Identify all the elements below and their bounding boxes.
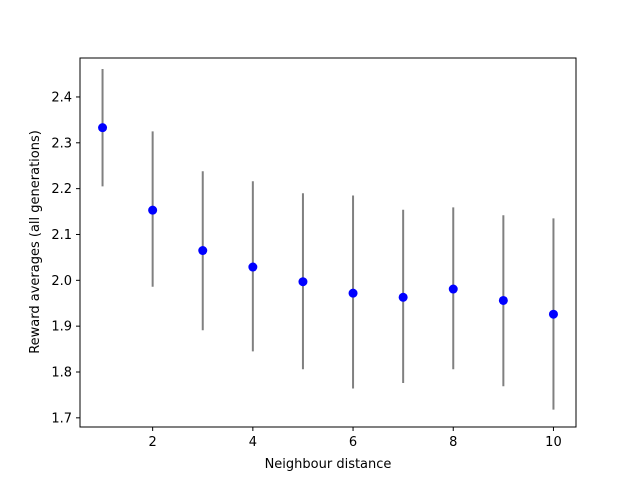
data-point bbox=[298, 277, 308, 287]
plot-frame bbox=[79, 57, 577, 428]
data-point bbox=[198, 246, 208, 256]
x-tick-label: 2 bbox=[149, 435, 157, 450]
y-tick-label: 2.0 bbox=[51, 274, 72, 289]
y-tick-label: 2.2 bbox=[51, 182, 72, 197]
y-tick-label: 2.3 bbox=[51, 136, 72, 151]
data-point bbox=[548, 309, 558, 319]
x-tick-label: 4 bbox=[249, 435, 257, 450]
data-point bbox=[148, 205, 158, 215]
y-tick-label: 1.7 bbox=[51, 411, 72, 426]
x-tick-label: 10 bbox=[545, 435, 562, 450]
y-tick-label: 1.9 bbox=[51, 320, 72, 335]
data-point bbox=[498, 295, 508, 305]
y-tick-label: 2.1 bbox=[51, 228, 72, 243]
y-axis-label: Reward averages (all generations) bbox=[28, 130, 43, 354]
data-points bbox=[98, 123, 558, 319]
y-tick-label: 2.4 bbox=[51, 90, 72, 105]
data-point bbox=[348, 288, 358, 298]
y-tick-label: 1.8 bbox=[51, 365, 72, 380]
data-point bbox=[98, 123, 108, 133]
ticks: 2 4 6 8 10 1.7 1.8 1.9 2.0 2.1 2.2 2.3 2.4 bbox=[51, 90, 561, 450]
data-point bbox=[248, 262, 258, 272]
x-tick-label: 8 bbox=[449, 435, 457, 450]
data-point bbox=[448, 284, 458, 294]
data-point bbox=[398, 292, 408, 302]
x-axis-label: Neighbour distance bbox=[265, 457, 392, 472]
x-tick-label: 6 bbox=[349, 435, 357, 450]
